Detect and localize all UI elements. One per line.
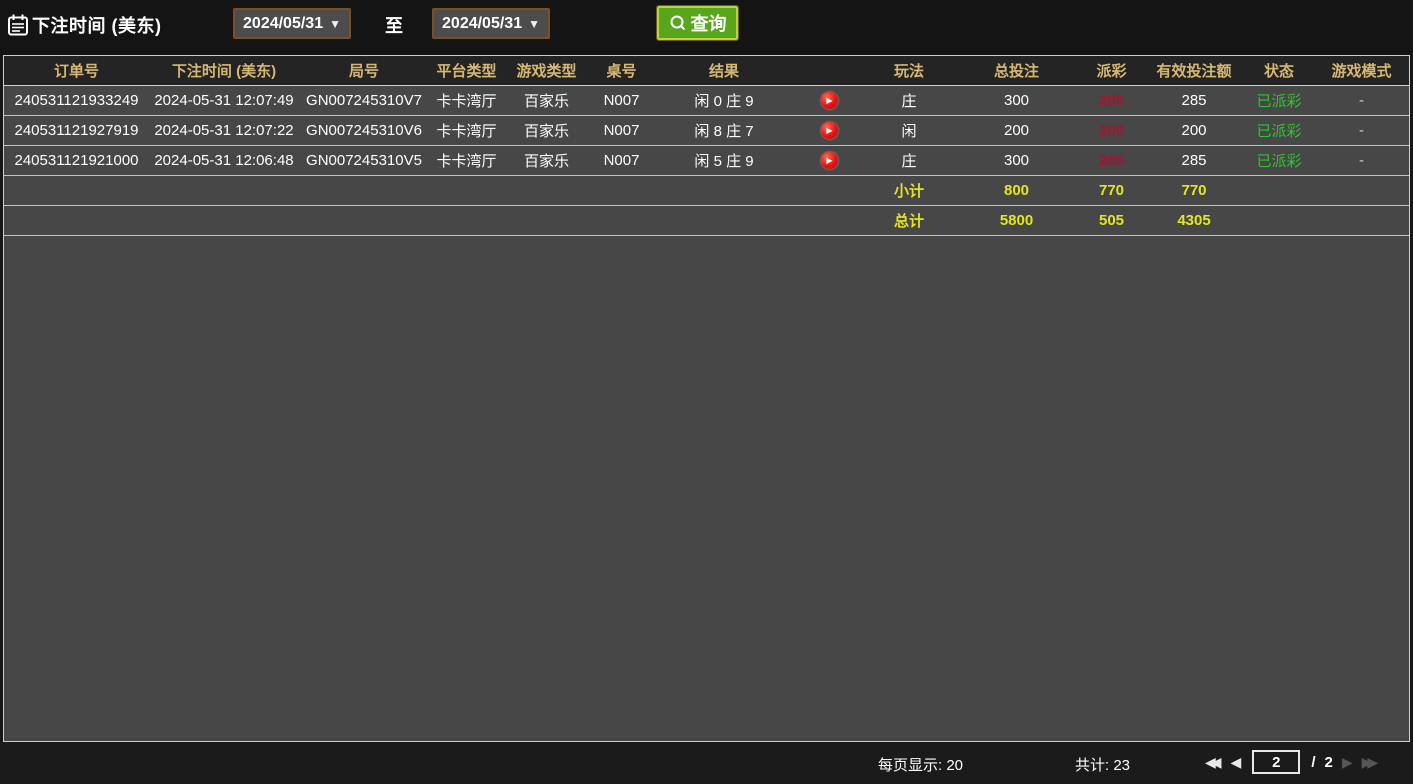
bet-records-table-area: 订单号 下注时间 (美东) 局号 平台类型 游戏类型 桌号 结果 玩法 总投注 … xyxy=(3,55,1410,742)
table-row: 240531121933249 2024-05-31 12:07:49 GN00… xyxy=(4,85,1409,116)
header-bet-time: 下注时间 (美东) xyxy=(149,56,299,86)
header-valid-bet: 有效投注额 xyxy=(1144,56,1244,86)
cell-platform: 卡卡湾厅 xyxy=(429,115,504,146)
header-round-id: 局号 xyxy=(299,56,429,86)
cell-game-mode: - xyxy=(1314,115,1409,146)
total-records-count: 共计: 23 xyxy=(1075,757,1131,774)
cell-payout: 285 xyxy=(1079,145,1144,176)
grand-total-valid-bet: 4305 xyxy=(1144,205,1244,236)
cell-round-id: GN007245310V7 xyxy=(299,85,429,116)
bet-time-label: 下注时间 (美东) xyxy=(32,16,162,36)
status-badge: 已派彩 xyxy=(1244,115,1314,146)
cell-replay: ▶ xyxy=(794,115,864,146)
page-number-input[interactable] xyxy=(1252,750,1301,774)
play-icon[interactable]: ▶ xyxy=(820,122,838,140)
date-to-picker[interactable]: 2024/05/31 ▼ xyxy=(432,8,550,39)
per-page-display: 每页显示: 20 xyxy=(878,757,964,774)
footer-bar: 每页显示: 20 共计: 23 ◀◀ ◀ / 2 ▶ ▶▶ xyxy=(0,742,1413,784)
cell-replay: ▶ xyxy=(794,85,864,116)
header-game-mode: 游戏模式 xyxy=(1314,56,1409,86)
search-button[interactable]: 查询 xyxy=(656,5,739,41)
cell-total-bet: 300 xyxy=(954,145,1079,176)
calendar-icon xyxy=(7,13,29,43)
total-pages: 2 xyxy=(1324,753,1333,771)
date-from-value: 2024/05/31 xyxy=(243,14,324,32)
search-icon xyxy=(670,15,685,31)
chevron-down-icon: ▼ xyxy=(528,17,540,31)
table-row: 240531121921000 2024-05-31 12:06:48 GN00… xyxy=(4,145,1409,176)
date-range-to-label: 至 xyxy=(385,16,403,36)
cell-total-bet: 300 xyxy=(954,85,1079,116)
cell-table-no: N007 xyxy=(589,145,654,176)
search-button-label: 查询 xyxy=(690,14,727,34)
cell-game: 百家乐 xyxy=(504,115,589,146)
header-payout: 派彩 xyxy=(1079,56,1144,86)
play-icon[interactable]: ▶ xyxy=(820,92,838,110)
cell-result: 闲 0 庄 9 xyxy=(654,85,794,116)
cell-valid-bet: 285 xyxy=(1144,145,1244,176)
cell-order-id: 240531121933249 xyxy=(4,85,149,116)
cell-replay: ▶ xyxy=(794,145,864,176)
header-table-no: 桌号 xyxy=(589,56,654,86)
cell-game: 百家乐 xyxy=(504,145,589,176)
toolbar: 下注时间 (美东) 2024/05/31 ▼ 至 2024/05/31 ▼ 查询 xyxy=(0,0,1413,55)
cell-payout: 285 xyxy=(1079,85,1144,116)
header-result: 结果 xyxy=(654,56,794,86)
table-row: 240531121927919 2024-05-31 12:07:22 GN00… xyxy=(4,115,1409,146)
date-to-value: 2024/05/31 xyxy=(442,14,523,32)
header-platform-type: 平台类型 xyxy=(429,56,504,86)
table-header-row: 订单号 下注时间 (美东) 局号 平台类型 游戏类型 桌号 结果 玩法 总投注 … xyxy=(4,56,1409,86)
subtotal-valid-bet: 770 xyxy=(1144,175,1244,206)
subtotal-payout: 770 xyxy=(1079,175,1144,206)
grand-total-total-bet: 5800 xyxy=(954,205,1079,236)
header-game-type: 游戏类型 xyxy=(504,56,589,86)
cell-platform: 卡卡湾厅 xyxy=(429,145,504,176)
subtotal-label: 小计 xyxy=(864,175,954,206)
header-play-type: 玩法 xyxy=(864,56,954,86)
cell-platform: 卡卡湾厅 xyxy=(429,85,504,116)
cell-game-mode: - xyxy=(1314,145,1409,176)
play-icon[interactable]: ▶ xyxy=(820,152,838,170)
cell-valid-bet: 200 xyxy=(1144,115,1244,146)
cell-table-no: N007 xyxy=(589,115,654,146)
cell-play-type: 庄 xyxy=(864,145,954,176)
status-badge: 已派彩 xyxy=(1244,145,1314,176)
prev-page-icon[interactable]: ◀ xyxy=(1230,754,1242,770)
date-from-picker[interactable]: 2024/05/31 ▼ xyxy=(233,8,351,39)
cell-play-type: 庄 xyxy=(864,85,954,116)
grand-total-payout: 505 xyxy=(1079,205,1144,236)
last-page-icon[interactable]: ▶▶ xyxy=(1361,754,1378,770)
header-replay xyxy=(794,56,864,86)
cell-order-id: 240531121921000 xyxy=(4,145,149,176)
cell-total-bet: 200 xyxy=(954,115,1079,146)
bet-records-table: 订单号 下注时间 (美东) 局号 平台类型 游戏类型 桌号 结果 玩法 总投注 … xyxy=(4,56,1409,236)
cell-payout: 200 xyxy=(1079,115,1144,146)
subtotal-row: 小计 800 770 770 xyxy=(4,175,1409,206)
grand-total-label: 总计 xyxy=(864,205,954,236)
next-page-icon[interactable]: ▶ xyxy=(1341,754,1353,770)
cell-bet-time: 2024-05-31 12:06:48 xyxy=(149,145,299,176)
cell-round-id: GN007245310V5 xyxy=(299,145,429,176)
grand-total-row: 总计 5800 505 4305 xyxy=(4,205,1409,236)
cell-result: 闲 8 庄 7 xyxy=(654,115,794,146)
first-page-icon[interactable]: ◀◀ xyxy=(1205,754,1221,770)
cell-play-type: 闲 xyxy=(864,115,954,146)
cell-result: 闲 5 庄 9 xyxy=(654,145,794,176)
cell-round-id: GN007245310V6 xyxy=(299,115,429,146)
cell-bet-time: 2024-05-31 12:07:22 xyxy=(149,115,299,146)
header-status: 状态 xyxy=(1244,56,1314,86)
cell-table-no: N007 xyxy=(589,85,654,116)
cell-game: 百家乐 xyxy=(504,85,589,116)
chevron-down-icon: ▼ xyxy=(329,17,341,31)
header-total-bet: 总投注 xyxy=(954,56,1079,86)
cell-valid-bet: 285 xyxy=(1144,85,1244,116)
status-badge: 已派彩 xyxy=(1244,85,1314,116)
cell-game-mode: - xyxy=(1314,85,1409,116)
header-order-id: 订单号 xyxy=(4,56,149,86)
page-separator: / xyxy=(1311,753,1316,771)
cell-bet-time: 2024-05-31 12:07:49 xyxy=(149,85,299,116)
pagination: ◀◀ ◀ / 2 ▶ ▶▶ xyxy=(1205,750,1378,774)
subtotal-total-bet: 800 xyxy=(954,175,1079,206)
cell-order-id: 240531121927919 xyxy=(4,115,149,146)
